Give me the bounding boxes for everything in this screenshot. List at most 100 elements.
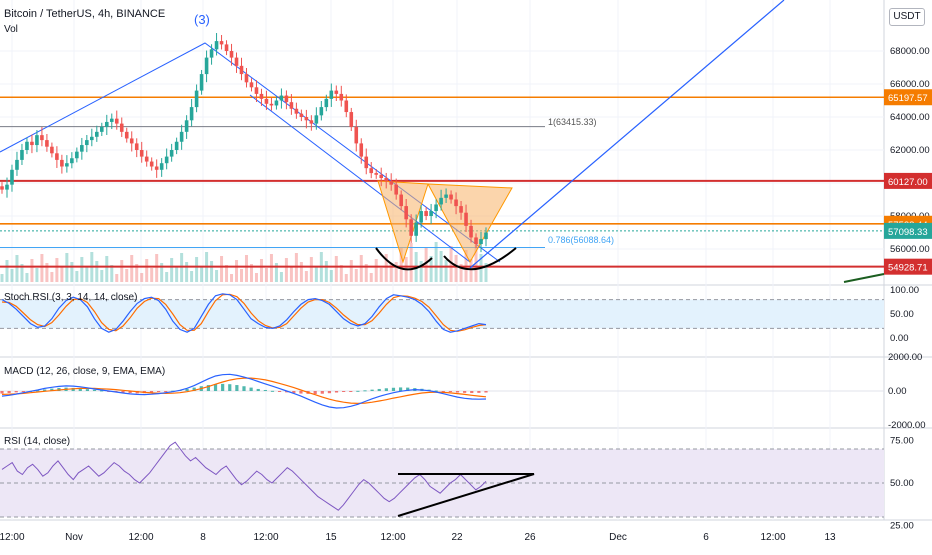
candle-body: [389, 181, 393, 185]
macd-histogram-bar: [92, 389, 97, 391]
shoulder-curve: [375, 247, 433, 271]
volume-bar: [359, 255, 363, 282]
volume-bar: [339, 265, 343, 282]
rsi-axis-tick: 50.00: [890, 478, 914, 489]
time-axis-tick: Nov: [65, 532, 83, 543]
candle-body: [289, 102, 294, 109]
volume-bar: [155, 254, 159, 282]
candle-body: [174, 141, 179, 150]
stoch-axis-tick: 50.00: [890, 309, 914, 320]
volume-bar: [100, 270, 104, 282]
candle-body: [90, 136, 94, 141]
macd-axis-tick: 2000.00: [888, 352, 922, 363]
macd-histogram-bar: [313, 391, 317, 395]
macd-histogram-bar: [370, 389, 374, 391]
macd-histogram-bar: [384, 388, 388, 391]
macd-histogram-bar: [206, 385, 211, 391]
volume-bar: [0, 274, 4, 282]
macd-histogram-bar: [235, 385, 239, 391]
candle-body: [149, 161, 154, 167]
time-axis-tick: 8: [200, 532, 206, 543]
macd-histogram-bar: [377, 388, 381, 391]
candle-body: [464, 212, 468, 226]
candle-body: [279, 95, 284, 101]
pattern-triangle: [427, 183, 513, 264]
volume-bar: [309, 257, 313, 282]
candle-body: [479, 239, 483, 245]
price-level-badge-label: 57098.33: [888, 227, 928, 238]
candle-body: [269, 103, 274, 106]
volume-bar: [240, 269, 244, 282]
trendline-up: [469, 0, 785, 269]
candle-body: [104, 121, 109, 127]
macd-histogram-bar: [334, 391, 339, 393]
candle-body: [194, 90, 199, 108]
candle-body: [65, 163, 69, 167]
volume-bar: [120, 260, 124, 282]
volume-bar: [259, 259, 263, 282]
volume-bar: [399, 248, 403, 282]
macd-histogram-bar: [277, 391, 282, 392]
volume-bar: [10, 269, 14, 282]
volume-bar: [244, 255, 248, 282]
candle-body: [399, 194, 403, 207]
macd-histogram-bar: [221, 383, 225, 391]
volume-bar: [85, 266, 89, 282]
candle-body: [324, 98, 329, 108]
macd-histogram-bar: [0, 391, 4, 394]
currency-button[interactable]: USDT: [889, 8, 925, 26]
volume-bar: [369, 273, 373, 282]
volume-bar: [334, 256, 338, 282]
volume-bar: [344, 274, 348, 282]
volume-bar: [384, 254, 388, 282]
volume-bar: [454, 255, 458, 282]
candle-body: [449, 194, 453, 200]
macd-histogram-bar: [185, 388, 189, 391]
volume-bar: [210, 261, 214, 282]
volume-bar: [284, 258, 288, 282]
price-level-badge: [884, 222, 932, 239]
volume-bar: [50, 272, 54, 282]
macd-histogram-bar: [434, 390, 438, 392]
candle-body: [154, 166, 159, 170]
macd-line: [1, 373, 487, 409]
volume-bar: [429, 256, 433, 282]
volume-bar: [150, 268, 154, 282]
candle-body: [50, 146, 54, 154]
macd-histogram-bar: [71, 387, 75, 391]
candle-body: [5, 184, 9, 190]
candle-body: [10, 169, 14, 185]
volume-bar: [200, 266, 204, 282]
macd-axis-tick: 0.00: [888, 386, 907, 397]
elliott-wave-line: [0, 42, 501, 263]
volume-bar: [20, 264, 24, 282]
macd-histogram-bar: [463, 391, 467, 393]
macd-histogram-bar: [50, 388, 54, 391]
candle-body: [139, 150, 144, 157]
macd-histogram-bar: [100, 390, 104, 392]
candle-body: [75, 151, 79, 159]
macd-histogram-bar: [327, 391, 332, 394]
macd-histogram-bar: [164, 391, 168, 392]
volume-bar: [374, 259, 378, 282]
candle-body: [339, 93, 344, 101]
volume-bar: [409, 243, 413, 282]
candle-body: [40, 135, 44, 141]
macd-histogram-bar: [398, 387, 403, 391]
stoch-rsi-d-line: [1, 293, 487, 332]
candle-body: [354, 126, 359, 144]
volume-bar: [25, 273, 29, 282]
time-axis-tick: 12:00: [380, 532, 405, 543]
macd-histogram-bar: [7, 391, 11, 394]
macd-histogram-bar: [149, 391, 154, 393]
fib-level-1-label: 1(63415.33): [548, 117, 597, 127]
macd-histogram-bar: [128, 391, 132, 394]
volume-bar: [354, 269, 358, 282]
candle-body: [80, 145, 84, 152]
candle-body: [439, 197, 443, 205]
volume-bar: [40, 254, 44, 282]
candle-body: [184, 120, 189, 132]
candle-body: [70, 158, 74, 164]
